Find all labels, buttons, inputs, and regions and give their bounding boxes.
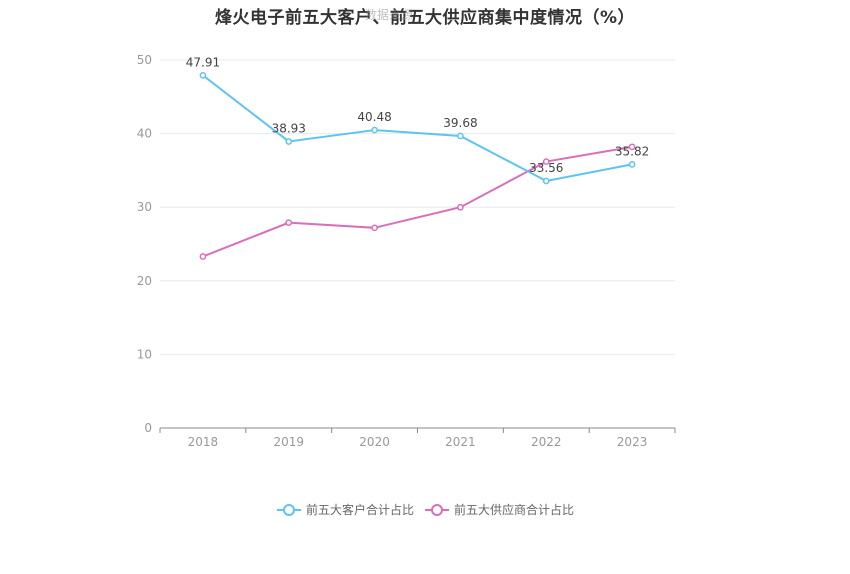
y-tick-label: 50 <box>137 53 152 67</box>
data-label: 47.91 <box>186 55 220 69</box>
legend-label: 前五大客户合计占比 <box>306 502 414 517</box>
chart-title: 烽火电子前五大客户、前五大供应商集中度情况（%） <box>214 8 636 28</box>
data-point <box>628 161 636 168</box>
data-label: 33.56 <box>529 161 563 175</box>
x-tick-label: 2021 <box>445 435 476 449</box>
data-label: 38.93 <box>272 121 306 135</box>
legend-label: 前五大供应商合计占比 <box>454 502 574 517</box>
data-point <box>542 177 550 185</box>
legend-marker <box>283 504 295 516</box>
y-tick-label: 30 <box>137 200 152 214</box>
data-point <box>457 132 464 140</box>
data-point <box>628 143 636 151</box>
data-point <box>371 126 378 134</box>
data-label: 39.68 <box>443 116 477 130</box>
legend-marker <box>431 504 443 516</box>
data-point <box>199 72 207 79</box>
x-tick-label: 2019 <box>273 435 304 449</box>
y-tick-label: 20 <box>137 274 152 288</box>
x-tick-label: 2022 <box>531 435 562 449</box>
data-point <box>457 203 464 211</box>
y-tick-label: 10 <box>137 347 152 361</box>
x-tick-label: 2020 <box>359 435 390 449</box>
data-point <box>285 138 293 145</box>
data-point <box>542 158 550 165</box>
series-line-0 <box>202 74 633 183</box>
data-point <box>285 219 293 227</box>
data-label: 35.82 <box>615 144 649 158</box>
x-tick-label: 2023 <box>617 435 648 449</box>
data-point <box>199 253 207 260</box>
x-tick-label: 2018 <box>188 435 219 449</box>
series-line-1 <box>202 145 633 258</box>
y-tick-label: 40 <box>137 127 152 141</box>
y-tick-label: 0 <box>144 421 152 435</box>
data-point <box>371 224 378 232</box>
watermark-text: 数据来源 <box>365 8 414 22</box>
data-label: 40.48 <box>357 110 391 124</box>
